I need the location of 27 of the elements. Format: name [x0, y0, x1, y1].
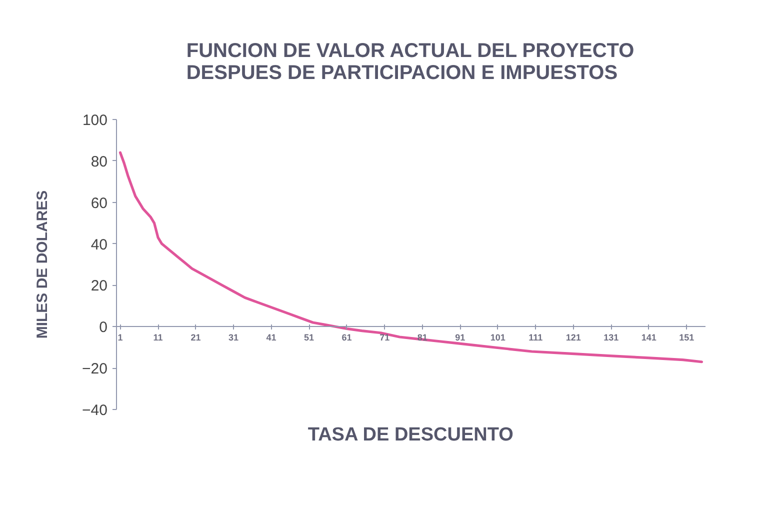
chart-title: FUNCION DE VALOR ACTUAL DEL PROYECTO DESPUES DE PARTICIPACION E IMPUESTOS: [186, 40, 634, 84]
x-tick-label: 41: [266, 332, 276, 343]
y-tick-label: −20: [82, 360, 108, 378]
y-tick-label: 0: [99, 319, 108, 336]
x-axis-title: TASA DE DESCUENTO: [308, 424, 514, 446]
y-tick-label: 80: [90, 153, 108, 170]
x-tick-label: 121: [566, 332, 581, 343]
x-tick-label: 1: [118, 332, 123, 343]
x-tick-label: 111: [528, 332, 543, 343]
x-tick-label: 91: [455, 332, 466, 343]
y-tick-label: 20: [90, 278, 108, 295]
x-tick-label: 61: [342, 332, 352, 343]
y-tick-label: 100: [82, 112, 108, 129]
x-tick-label: 141: [641, 332, 656, 343]
x-tick-label: 31: [228, 332, 239, 343]
y-tick-label: 60: [90, 194, 108, 212]
x-tick-label: 71: [380, 332, 390, 343]
x-tick-label: 151: [679, 332, 694, 343]
x-tick-label: 11: [153, 332, 163, 343]
y-tick-label: 40: [90, 236, 108, 254]
x-tick-label: 101: [490, 332, 506, 343]
x-tick-label: 21: [190, 332, 201, 343]
x-tick-label: 51: [304, 332, 314, 343]
line-series: [118, 151, 704, 364]
y-tick-label: −40: [82, 402, 108, 419]
x-tick-label: 131: [604, 332, 619, 343]
y-axis-title: MILES DE DOLARES: [34, 190, 52, 339]
